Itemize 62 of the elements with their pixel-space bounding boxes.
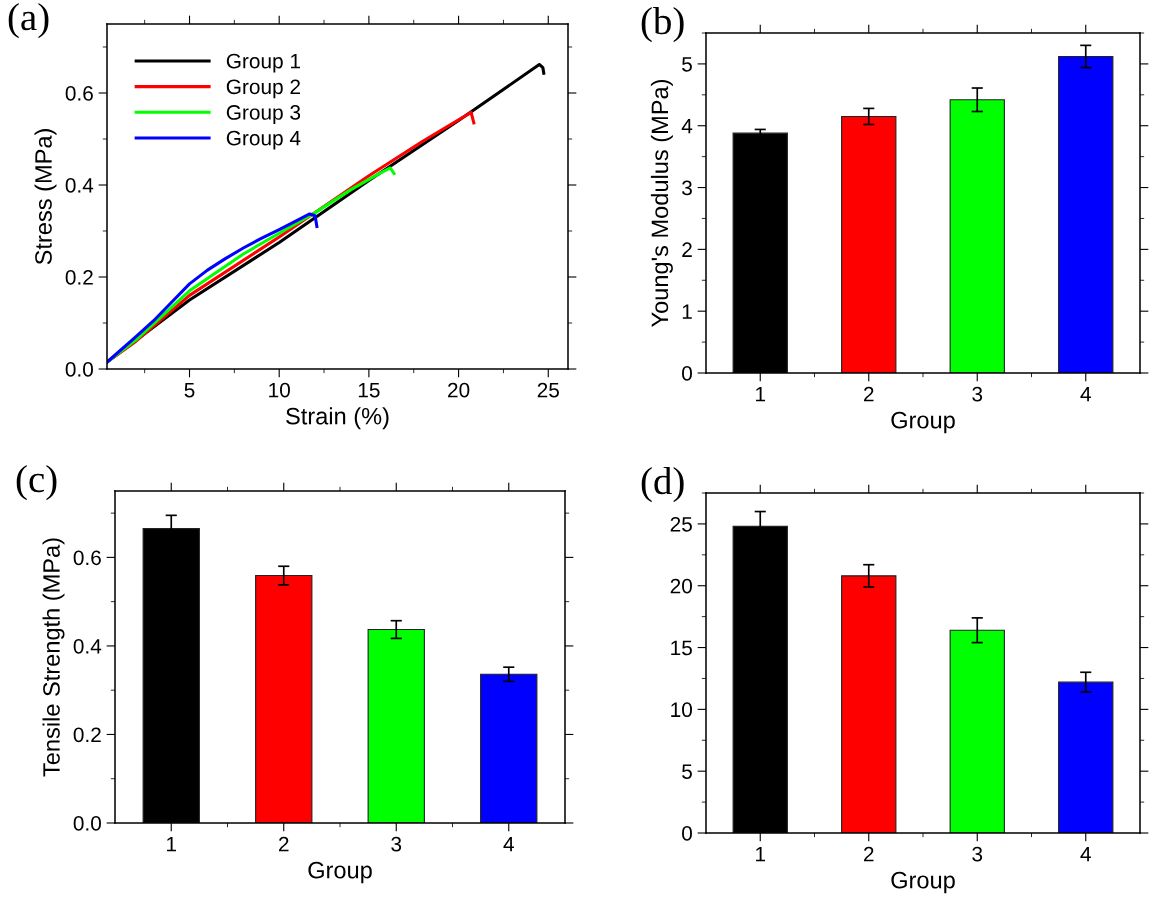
x-tick-label: 3 [391,836,402,852]
bar [255,574,313,823]
bar [1058,681,1114,833]
x-tick-label: 20 [448,382,470,398]
y-tick-label: 0.0 [73,816,101,831]
legend-label: Group 2 [226,79,300,99]
y-tick-label: 5 [682,57,692,72]
x-tick-label: 4 [1080,386,1091,402]
x-axis-title: Group [891,871,955,894]
y-axis-title: Stress (MPa) [34,129,57,265]
x-axis-title: Group [308,861,372,884]
x-tick-label: 15 [358,382,380,398]
x-tick-label: 1 [167,836,177,852]
legend-label: Group 3 [226,105,301,124]
x-tick-label: 3 [972,386,983,402]
y-tick-label: 0.0 [65,362,93,377]
x-tick-label: 2 [864,846,874,862]
y-tick-label: 3 [682,180,692,196]
y-tick-label: 0.4 [73,638,102,654]
y-tick-label: 15 [671,640,692,656]
y-tick-label: 5 [682,764,692,779]
x-tick-label: 2 [279,836,289,852]
bar [949,629,1005,833]
y-tick-label: 4 [681,118,693,134]
bar [1058,55,1114,373]
x-tick-label: 3 [972,846,983,862]
line-series [107,212,319,364]
bar [841,115,897,373]
legend-label: Group 4 [226,130,301,150]
y-tick-label: 0.6 [65,86,93,101]
x-tick-label: 1 [756,386,766,402]
x-axis-title: Strain (%) [286,407,389,430]
y-tick-label: 25 [670,516,692,532]
x-tick-label: 10 [269,382,290,398]
chart-title: (b) [641,7,684,43]
y-tick-label: 1 [682,304,692,319]
bar [480,673,538,823]
legend-label: Group 1 [226,53,301,73]
x-tick-label: 5 [184,382,195,398]
bar [841,575,897,833]
chart-title: (d) [641,467,684,503]
y-axis-title: Young's Modulus (MPa) [650,79,673,328]
y-tick-label: 0.2 [65,270,93,285]
y-axis-title: Tensile Strength (MPa) [42,538,65,777]
x-tick-label: 4 [1080,846,1091,862]
y-tick-label: 0.4 [65,178,94,193]
chart-title: (c) [16,465,57,501]
y-tick-label: 10 [671,702,692,718]
x-tick-label: 4 [503,836,514,852]
y-tick-label: 20 [670,578,692,594]
chart-title: (a) [8,3,49,39]
bar [367,628,425,823]
y-tick-label: 0 [682,826,692,841]
x-tick-label: 2 [864,386,874,402]
x-axis-title: Group [891,411,955,434]
x-tick-label: 1 [756,846,766,862]
y-tick-label: 0.2 [73,727,101,743]
y-tick-label: 2 [682,242,692,257]
y-tick-label: 0.6 [73,550,101,566]
y-tick-label: 0 [682,366,692,381]
x-tick-label: 25 [537,382,559,398]
bar [949,99,1005,373]
